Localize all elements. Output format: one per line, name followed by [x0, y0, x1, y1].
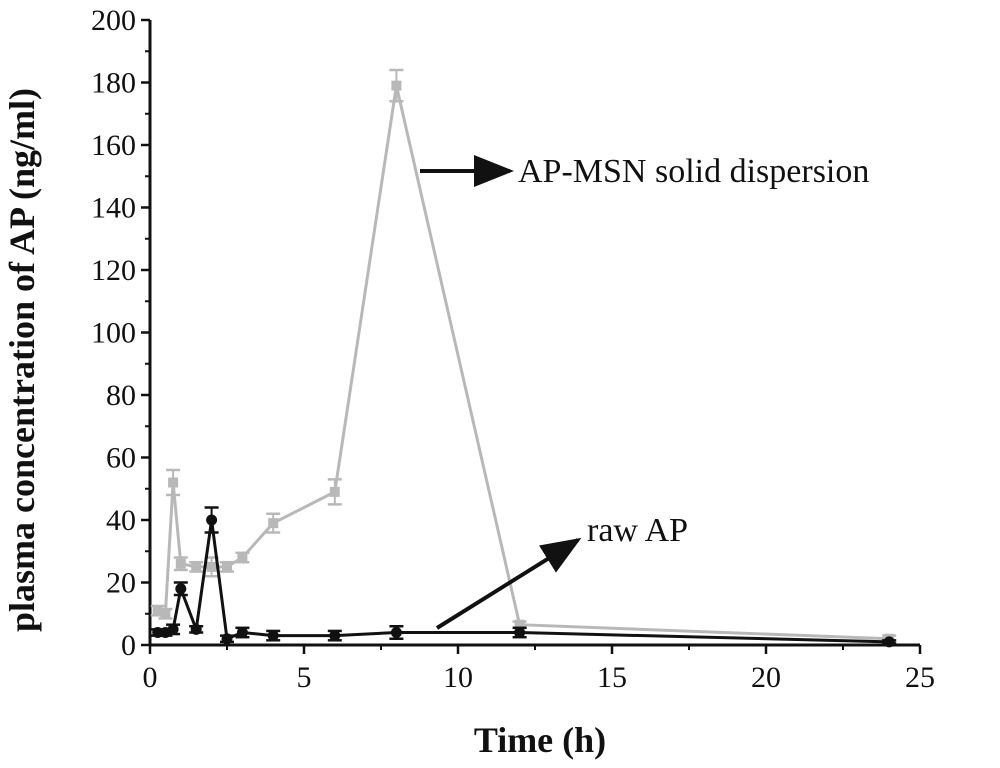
- data-point: [175, 558, 186, 569]
- y-tick-label: 160: [91, 129, 136, 162]
- data-point: [206, 514, 218, 526]
- y-tick-label: 80: [106, 379, 136, 412]
- annotation-msn-label: AP-MSN solid dispersion: [518, 153, 869, 190]
- tick-labels: 0 5 10 15 20 25 0 20 40 60 80 100 120 140 160 180 200: [91, 4, 935, 694]
- data-point: [190, 623, 202, 635]
- series-raw-ap: [150, 506, 897, 648]
- y-tick-label: 20: [106, 567, 136, 600]
- axes: [148, 20, 920, 647]
- data-point: [514, 627, 526, 638]
- data-point: [391, 80, 402, 91]
- data-point: [883, 636, 895, 648]
- x-tick-label: 10: [443, 661, 473, 694]
- y-tick-label: 120: [91, 254, 136, 287]
- data-point: [222, 561, 232, 572]
- x-tick-label: 15: [597, 661, 627, 694]
- data-point: [168, 477, 179, 488]
- data-point: [206, 561, 217, 572]
- x-tick-label: 25: [905, 661, 935, 694]
- y-tick-label: 100: [91, 317, 136, 350]
- data-point: [175, 583, 187, 595]
- y-axis-title: plasma concentration of AP (ng/ml): [2, 88, 42, 632]
- data-point: [167, 623, 179, 635]
- data-point: [237, 552, 248, 563]
- data-point: [329, 486, 340, 497]
- data-point: [160, 608, 171, 619]
- x-axis-title: Time (h): [474, 720, 606, 760]
- y-tick-label: 60: [106, 442, 136, 475]
- y-tick-label: 40: [106, 504, 136, 537]
- data-point: [329, 630, 341, 642]
- data-point: [268, 518, 279, 529]
- data-point: [152, 605, 163, 616]
- annotation-layer: AP-MSN solid dispersion raw AP: [420, 153, 869, 630]
- annotation-raw-label: raw AP: [587, 512, 688, 549]
- x-tick-label: 0: [143, 661, 158, 694]
- data-point: [390, 627, 402, 638]
- x-tick-label: 20: [751, 661, 781, 694]
- data-point: [236, 627, 248, 638]
- series-layer: [150, 68, 897, 648]
- y-tick-label: 180: [91, 67, 136, 100]
- annotation-arrow-raw: [435, 537, 582, 630]
- data-point: [221, 633, 233, 645]
- y-tick-label: 140: [91, 192, 136, 225]
- data-point: [267, 630, 279, 642]
- ticks: [141, 18, 922, 654]
- data-point: [191, 561, 202, 572]
- data-point: [514, 619, 525, 630]
- y-tick-label: 0: [121, 629, 136, 662]
- y-tick-label: 200: [91, 4, 136, 37]
- x-tick-label: 5: [297, 661, 312, 694]
